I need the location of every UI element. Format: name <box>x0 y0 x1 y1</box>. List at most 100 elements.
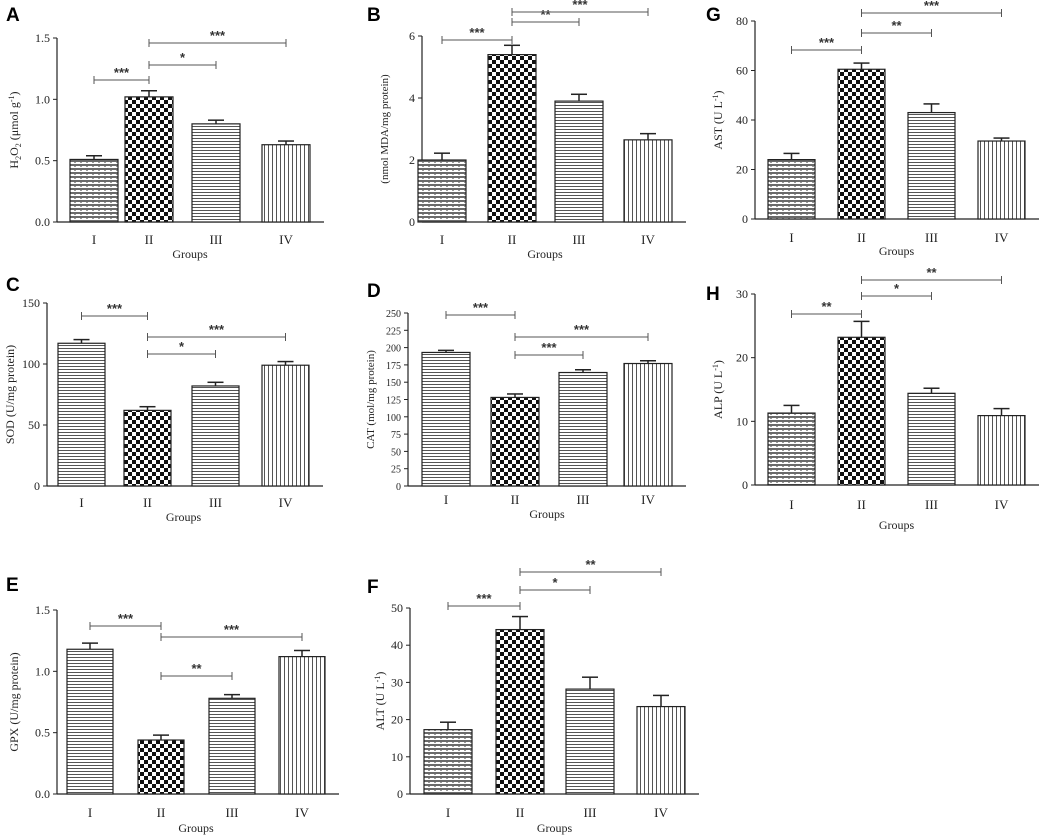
y-tick-label: 0 <box>742 478 748 492</box>
category-label: IV <box>995 230 1009 245</box>
significance-label: * <box>179 339 185 354</box>
y-tick-label: 10 <box>736 414 748 428</box>
category-label: II <box>857 230 866 245</box>
category-label: III <box>209 495 222 510</box>
y-label-sup: -1 <box>373 676 382 683</box>
y-tick-label: 0.0 <box>35 787 50 801</box>
bar-iv <box>623 362 673 487</box>
significance-label: *** <box>473 300 489 315</box>
y-axis-label: H2O2 (μmol g-1) <box>7 91 23 168</box>
bar-iii <box>191 123 241 223</box>
bar-ii <box>124 96 174 223</box>
bar-iii <box>554 100 604 223</box>
significance-label: ** <box>926 265 937 280</box>
y-axis-label: SOD (U/mg protein) <box>3 345 17 444</box>
panel-letter: F <box>367 577 379 598</box>
y-label-sub: 2 <box>14 156 23 160</box>
bar-i <box>417 159 467 223</box>
category-label: III <box>226 805 239 820</box>
y-tick-label: 20 <box>736 351 748 365</box>
bar-ii <box>123 409 172 487</box>
bar-i <box>66 648 114 795</box>
y-tick-label: 50 <box>28 418 40 432</box>
significance-label: ** <box>540 7 551 22</box>
y-tick-label: 50 <box>391 601 403 615</box>
bar-iii <box>558 371 608 487</box>
y-label-sup: -1 <box>711 94 720 101</box>
y-tick-label: 40 <box>736 113 748 127</box>
significance-label: *** <box>118 611 134 626</box>
bar-iii <box>208 697 256 795</box>
significance-label: ** <box>585 557 596 572</box>
y-tick-label: 60 <box>736 64 748 78</box>
category-label: II <box>145 232 154 247</box>
category-label: IV <box>279 495 293 510</box>
category-label: II <box>857 497 866 512</box>
bar-iii <box>907 111 956 220</box>
y-tick-label: 2 <box>409 153 415 167</box>
panel-letter: E <box>6 575 19 596</box>
bar-i <box>767 159 816 220</box>
category-label: II <box>508 232 517 247</box>
category-label: III <box>925 230 938 245</box>
x-axis-label: Groups <box>527 247 563 261</box>
bar-ii <box>490 396 540 487</box>
bar-iii <box>191 385 240 487</box>
panel-letter: G <box>706 5 721 26</box>
y-label-part: ALP (U L <box>711 371 725 419</box>
x-axis-label: Groups <box>172 247 208 261</box>
y-axis-label: CAT (mol/mg protein) <box>365 350 377 449</box>
y-tick-label: 100 <box>386 413 401 424</box>
category-label: III <box>573 232 586 247</box>
bar-iv <box>623 139 673 223</box>
y-tick-label: 0 <box>397 787 403 801</box>
y-tick-label: 1.0 <box>35 92 50 106</box>
y-tick-label: 30 <box>391 675 403 689</box>
y-axis-label: ALT (U L-1) <box>373 672 387 731</box>
bar-iv <box>261 364 310 487</box>
y-tick-label: 0.5 <box>35 726 50 740</box>
category-label: IV <box>295 805 309 820</box>
y-label-part: ) <box>711 360 725 364</box>
significance-label: *** <box>541 340 557 355</box>
y-tick-label: 150 <box>386 378 401 389</box>
category-label: III <box>584 805 597 820</box>
category-label: III <box>210 232 223 247</box>
category-label: III <box>577 492 590 507</box>
y-tick-label: 10 <box>391 750 403 764</box>
y-tick-label: 40 <box>391 638 403 652</box>
y-tick-label: 80 <box>736 14 748 28</box>
y-tick-label: 125 <box>386 396 401 407</box>
y-tick-label: 1.5 <box>35 603 50 617</box>
x-axis-label: Groups <box>879 244 915 258</box>
y-label-part: ) <box>711 90 725 94</box>
category-label: IV <box>641 232 655 247</box>
bar-iv <box>977 140 1026 220</box>
y-label-part: ALT (U L <box>373 682 387 730</box>
y-label-sup: -1 <box>7 95 16 102</box>
panel-d: D 0 25 50 75 100 125 150 175 200 225 250 CAT (mol/mg… <box>365 281 686 521</box>
category-label: IV <box>641 492 655 507</box>
bar-iv <box>278 656 326 795</box>
y-tick-label: 0 <box>396 482 401 493</box>
category-label: IV <box>279 232 293 247</box>
category-label: I <box>444 492 448 507</box>
significance-label: *** <box>572 0 588 12</box>
x-axis-label: Groups <box>529 507 565 521</box>
x-axis-label: Groups <box>879 518 915 532</box>
y-label-part: ) <box>373 672 387 676</box>
bar-iv <box>636 705 686 795</box>
y-label-part: ) <box>7 91 21 95</box>
category-label: I <box>440 232 444 247</box>
y-tick-label: 250 <box>386 309 401 320</box>
bar-i <box>69 158 119 223</box>
category-label: IV <box>654 805 668 820</box>
significance-label: *** <box>819 35 835 50</box>
x-axis-label: Groups <box>178 821 214 835</box>
significance-label: *** <box>114 65 130 80</box>
